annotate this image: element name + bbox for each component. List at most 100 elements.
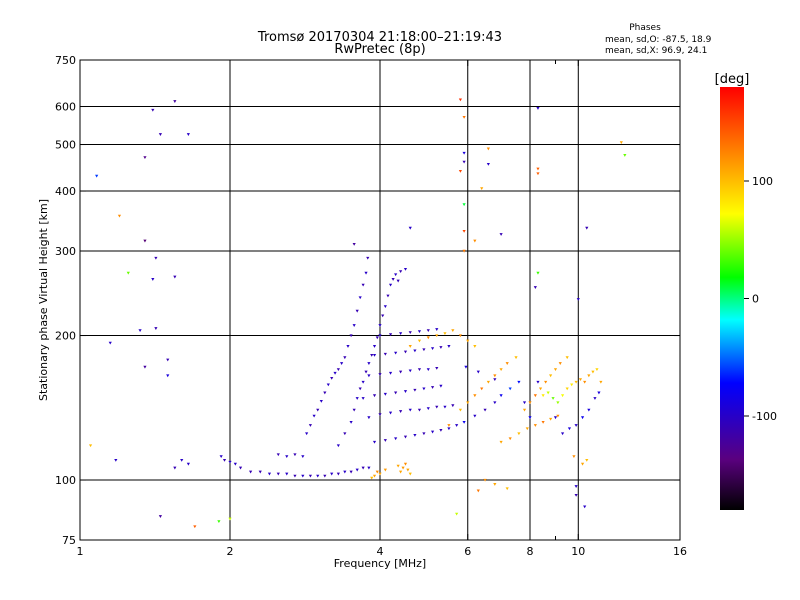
data-point — [553, 368, 558, 372]
data-point — [323, 474, 327, 478]
data-point — [358, 296, 362, 300]
y-axis-label: Stationary phase Virtual Height [km] — [37, 199, 50, 401]
data-point — [316, 474, 320, 478]
data-point — [361, 380, 365, 384]
data-point — [285, 455, 289, 459]
data-point — [549, 374, 553, 378]
x-tick-label: 10 — [571, 545, 585, 558]
data-point — [558, 362, 562, 365]
data-point — [293, 453, 297, 457]
data-point — [426, 407, 430, 411]
x-tick-label: 1 — [77, 545, 84, 558]
y-tick-label: 500 — [55, 139, 76, 152]
data-point — [403, 350, 408, 354]
x-tick-label: 4 — [377, 545, 384, 558]
data-point — [528, 401, 532, 405]
data-point — [508, 437, 512, 441]
data-point — [349, 334, 353, 338]
data-point — [517, 432, 521, 436]
data-point — [378, 413, 382, 417]
data-point — [343, 356, 347, 360]
data-point — [435, 405, 439, 409]
data-point — [499, 394, 503, 398]
data-point — [108, 341, 112, 345]
data-point — [378, 472, 382, 476]
data-point — [565, 356, 569, 360]
data-point — [403, 462, 408, 466]
data-point — [355, 309, 359, 313]
data-point — [180, 458, 184, 462]
data-point — [408, 226, 412, 230]
data-point — [574, 485, 578, 488]
data-point — [483, 408, 487, 412]
phases-line-x: mean, sd,X: 96.9, 24.1 — [605, 46, 707, 56]
data-point — [476, 489, 480, 493]
data-point — [439, 346, 443, 349]
data-point — [330, 472, 334, 476]
data-point — [173, 275, 177, 279]
data-point — [462, 116, 466, 119]
data-point — [228, 517, 232, 521]
phases-title: Phases — [629, 23, 661, 33]
data-point — [154, 327, 158, 330]
data-point — [623, 154, 627, 157]
data-point — [499, 233, 503, 236]
data-point — [401, 466, 405, 470]
data-point — [399, 270, 403, 274]
data-point — [551, 397, 555, 400]
data-point — [388, 333, 393, 337]
data-point — [578, 378, 583, 382]
data-point — [408, 331, 412, 335]
data-point — [383, 439, 387, 442]
data-point — [417, 408, 422, 412]
data-point — [372, 345, 377, 348]
data-point — [493, 401, 497, 405]
data-point — [378, 373, 382, 376]
data-point — [276, 453, 280, 457]
data-point — [352, 408, 356, 412]
data-point — [323, 391, 327, 395]
data-point — [451, 329, 455, 332]
data-point — [308, 424, 313, 427]
data-point — [541, 394, 545, 398]
data-point — [473, 345, 477, 348]
x-tick-label: 8 — [527, 545, 534, 558]
data-point — [447, 427, 451, 431]
data-point — [538, 387, 543, 391]
data-point — [138, 329, 142, 332]
data-point — [383, 305, 387, 309]
data-point — [580, 416, 585, 420]
data-point — [585, 458, 589, 462]
data-point — [333, 371, 337, 375]
data-point — [117, 214, 122, 218]
data-point — [473, 394, 477, 398]
data-point — [219, 455, 223, 459]
data-point — [595, 368, 599, 372]
data-point — [430, 386, 435, 389]
y-tick-label: 300 — [55, 245, 76, 258]
data-point — [426, 368, 430, 372]
data-point — [451, 404, 455, 408]
data-point — [599, 380, 603, 384]
data-point — [375, 336, 379, 340]
data-point — [301, 474, 305, 478]
data-point — [158, 133, 163, 136]
data-point — [391, 278, 395, 281]
data-point — [413, 349, 417, 353]
data-point — [435, 334, 439, 338]
data-point — [462, 160, 466, 164]
data-point — [326, 383, 330, 387]
data-point — [403, 267, 408, 271]
data-point — [267, 472, 272, 476]
data-point — [166, 358, 170, 362]
data-point — [330, 376, 334, 380]
data-point — [486, 162, 490, 166]
data-point — [493, 374, 497, 378]
data-point — [166, 374, 170, 378]
data-point — [536, 380, 540, 384]
data-point — [455, 424, 459, 427]
data-point — [238, 466, 243, 470]
data-point — [367, 362, 371, 365]
data-point — [381, 314, 385, 318]
